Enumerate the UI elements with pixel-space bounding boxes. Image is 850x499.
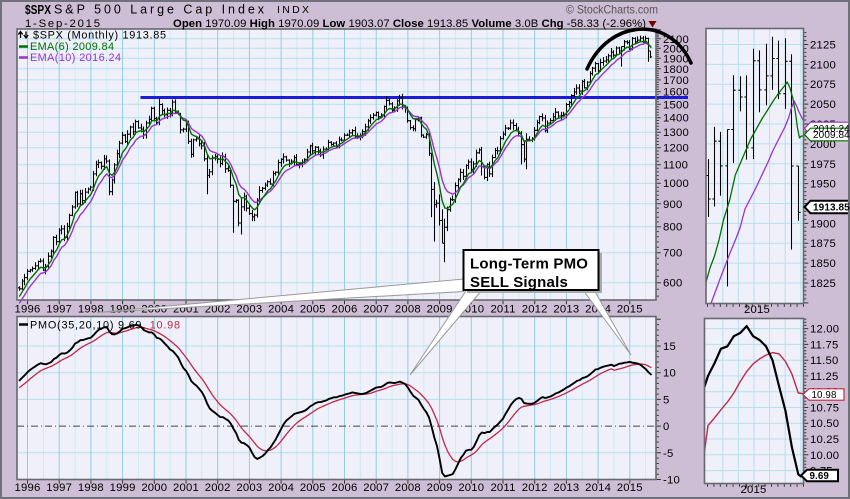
svg-text:1850: 1850 <box>810 258 836 270</box>
svg-text:2013: 2013 <box>553 303 579 315</box>
svg-text:5: 5 <box>663 394 669 406</box>
svg-text:S&P 500 Large Cap Index: S&P 500 Large Cap Index <box>54 3 265 17</box>
svg-text:2075: 2075 <box>810 79 836 91</box>
svg-text:11.50: 11.50 <box>810 355 838 367</box>
svg-text:2006: 2006 <box>332 482 358 494</box>
svg-text:2100: 2100 <box>810 59 836 71</box>
svg-text:2012: 2012 <box>522 482 548 494</box>
svg-text:900: 900 <box>663 199 682 211</box>
svg-text:2008: 2008 <box>395 482 421 494</box>
svg-text:2000: 2000 <box>141 482 167 494</box>
svg-text:1998: 1998 <box>78 303 104 315</box>
svg-text:1998: 1998 <box>78 482 104 494</box>
svg-text:10: 10 <box>663 368 676 380</box>
svg-text:SELL Signals: SELL Signals <box>470 274 568 291</box>
svg-text:2000: 2000 <box>810 139 836 151</box>
svg-text:EMA(10) 2016.24: EMA(10) 2016.24 <box>30 52 121 64</box>
svg-text:2007: 2007 <box>363 482 389 494</box>
svg-text:10.25: 10.25 <box>810 434 839 446</box>
svg-text:2003: 2003 <box>236 303 262 315</box>
svg-text:2125: 2125 <box>810 40 836 52</box>
svg-text:© StockCharts.com: © StockCharts.com <box>566 3 658 17</box>
svg-text:2014: 2014 <box>585 482 611 494</box>
svg-text:2011: 2011 <box>490 303 515 315</box>
svg-text:1800: 1800 <box>663 64 689 76</box>
svg-text:600: 600 <box>663 278 682 290</box>
svg-text:2001: 2001 <box>173 482 199 494</box>
svg-text:$SPX (Monthly) 1913.85: $SPX (Monthly) 1913.85 <box>33 30 166 42</box>
svg-text:1975: 1975 <box>810 159 836 171</box>
svg-text:-10: -10 <box>663 475 680 487</box>
svg-text:9.69: 9.69 <box>810 471 830 482</box>
svg-text:700: 700 <box>663 248 682 260</box>
svg-text:1900: 1900 <box>810 218 836 230</box>
svg-text:1825: 1825 <box>810 278 836 290</box>
svg-text:$SPX: $SPX <box>25 3 52 17</box>
svg-text:1996: 1996 <box>15 303 41 315</box>
svg-text:2011: 2011 <box>490 482 515 494</box>
svg-text:10.98: 10.98 <box>812 390 837 401</box>
svg-text:2015: 2015 <box>617 303 643 315</box>
svg-text:0: 0 <box>663 421 669 433</box>
svg-text:1997: 1997 <box>46 482 72 494</box>
svg-text:2002: 2002 <box>205 482 231 494</box>
svg-text:1950: 1950 <box>810 179 836 191</box>
svg-text:2003: 2003 <box>236 482 262 494</box>
svg-text:1600: 1600 <box>663 87 689 99</box>
svg-text:2009: 2009 <box>427 303 453 315</box>
svg-text:2006: 2006 <box>332 303 358 315</box>
svg-text:1000: 1000 <box>663 178 689 190</box>
svg-text:800: 800 <box>663 222 682 234</box>
svg-text:-5: -5 <box>663 448 673 460</box>
svg-text:1100: 1100 <box>663 160 688 172</box>
svg-text:11.25: 11.25 <box>810 371 838 383</box>
svg-text:2009.84: 2009.84 <box>813 130 850 141</box>
svg-text:1900: 1900 <box>663 53 689 65</box>
svg-text:2008: 2008 <box>395 303 421 315</box>
svg-text:INDX: INDX <box>277 4 309 16</box>
svg-text:Long-Term PMO: Long-Term PMO <box>470 256 588 273</box>
svg-text:10.75: 10.75 <box>810 403 839 415</box>
svg-text:1700: 1700 <box>663 75 689 87</box>
svg-text:2015: 2015 <box>744 304 770 316</box>
svg-text:1400: 1400 <box>663 113 689 125</box>
svg-text:2013: 2013 <box>553 482 579 494</box>
svg-text:10.00: 10.00 <box>810 450 839 462</box>
svg-text:1913.85: 1913.85 <box>813 203 850 214</box>
svg-text:2015: 2015 <box>617 482 643 494</box>
svg-text:2016.24: 2016.24 <box>813 124 850 135</box>
svg-text:2004: 2004 <box>268 482 294 494</box>
svg-text:2005: 2005 <box>300 303 326 315</box>
svg-text:1999: 1999 <box>110 303 136 315</box>
svg-text:1996: 1996 <box>15 482 41 494</box>
svg-text:1500: 1500 <box>663 99 689 111</box>
svg-text:2010: 2010 <box>458 482 484 494</box>
svg-text:11.75: 11.75 <box>810 339 838 351</box>
svg-text:PMO(35,20,10) 9.69, 10.98: PMO(35,20,10) 9.69, 10.98 <box>30 320 180 332</box>
svg-text:2005: 2005 <box>300 482 326 494</box>
svg-text:12.00: 12.00 <box>810 324 839 336</box>
svg-text:2007: 2007 <box>363 303 389 315</box>
svg-text:1300: 1300 <box>663 127 689 139</box>
svg-text:15: 15 <box>663 341 676 353</box>
svg-text:1200: 1200 <box>663 143 689 155</box>
svg-text:10.50: 10.50 <box>810 418 839 430</box>
svg-text:1999: 1999 <box>110 482 136 494</box>
svg-text:Open 1970.09 High 1970.09 Low: Open 1970.09 High 1970.09 Low 1903.07 Cl… <box>173 18 646 30</box>
svg-text:2050: 2050 <box>810 99 836 111</box>
svg-text:EMA(6) 2009.84: EMA(6) 2009.84 <box>30 41 114 53</box>
svg-text:1875: 1875 <box>810 238 836 250</box>
svg-text:2009: 2009 <box>427 482 453 494</box>
svg-text:1997: 1997 <box>46 303 72 315</box>
svg-text:2012: 2012 <box>522 303 548 315</box>
svg-text:2015: 2015 <box>741 484 767 496</box>
svg-text:2004: 2004 <box>268 303 294 315</box>
